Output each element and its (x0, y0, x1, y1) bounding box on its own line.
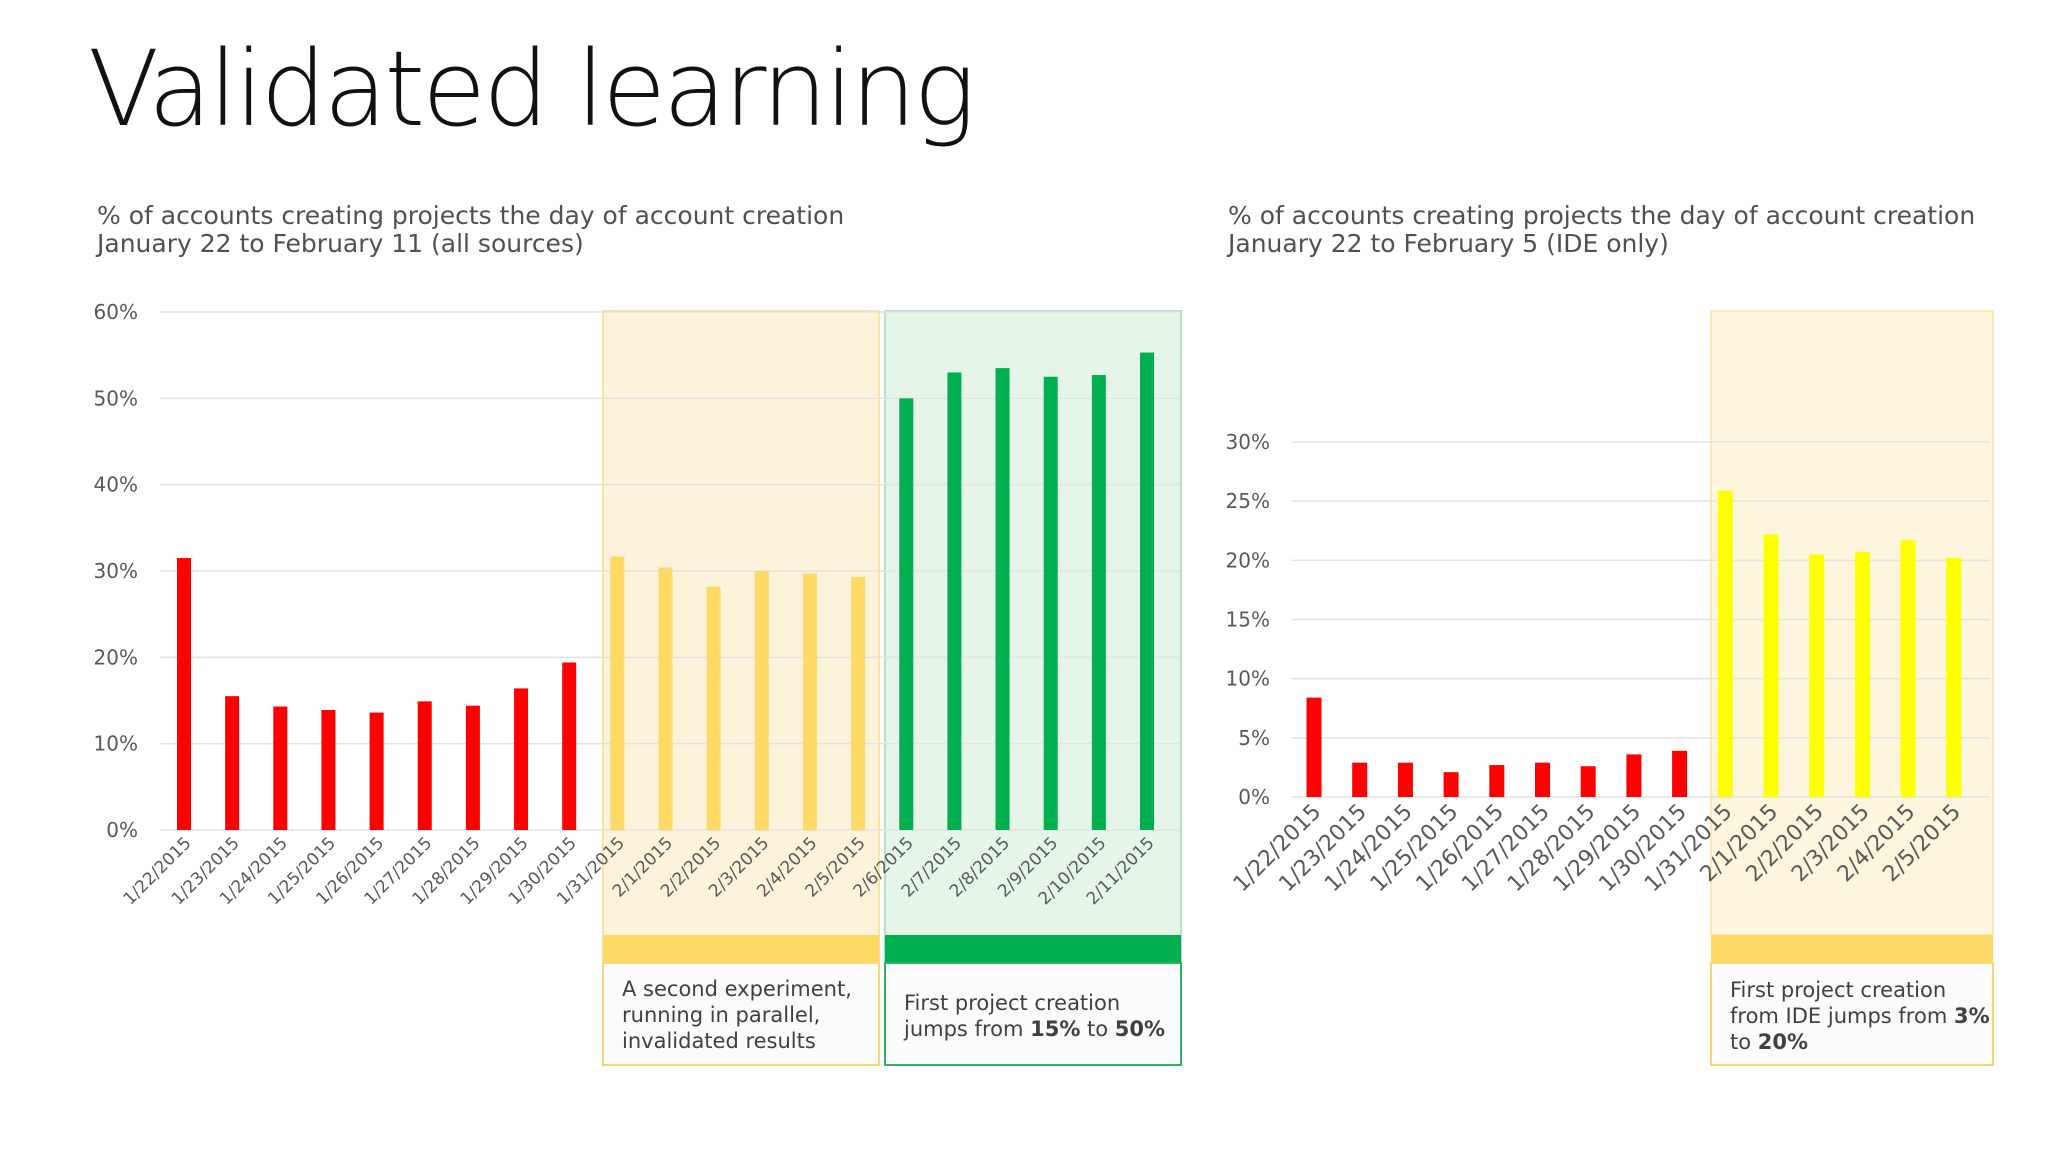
left-orange-panel (602, 310, 880, 972)
right-yellow-note-text: from IDE jumps from (1730, 1004, 1954, 1028)
left-green-band (885, 935, 1181, 963)
left-bar (706, 586, 721, 830)
left-bar (658, 567, 673, 830)
left-bar (947, 372, 962, 830)
left-y-tick-label: 50% (94, 386, 138, 410)
left-bar (321, 709, 336, 830)
right-bar (1306, 697, 1322, 797)
left-y-tick-label: 30% (94, 559, 138, 583)
right-yellow-note-line1: First project creation (1730, 978, 1947, 1002)
left-bar (1140, 352, 1154, 830)
left-orange-note-line3: invalidated results (622, 1029, 816, 1053)
left-y-tick-label: 60% (94, 300, 138, 324)
left-bar (1091, 375, 1106, 830)
right-chart-subtitle-line2: January 22 to February 5 (IDE only) (1228, 229, 1669, 258)
right-yellow-note-from-value: 3% (1953, 1004, 1990, 1028)
left-chart-subtitle-line1: % of accounts creating projects the day … (97, 201, 845, 230)
left-orange-note-box (602, 962, 880, 1066)
right-yellow-note-to-value: 20% (1757, 1030, 1809, 1054)
right-bar (1535, 762, 1550, 797)
right-bar (1809, 554, 1825, 797)
right-y-tick-label: 5% (1238, 726, 1270, 750)
right-bar (1717, 490, 1733, 797)
right-bar (1763, 534, 1779, 797)
left-green-panel (884, 310, 1182, 972)
left-green-note-box (884, 962, 1182, 1066)
right-bar (1489, 765, 1505, 797)
right-bar (1580, 766, 1596, 797)
right-bar (1352, 762, 1368, 797)
right-bar (1900, 540, 1916, 797)
left-bar (899, 398, 914, 830)
right-bar (1946, 557, 1962, 797)
left-green-note-line1: First project creation (904, 991, 1121, 1015)
right-y-tick-label: 0% (1238, 785, 1270, 809)
right-y-tick-label: 10% (1226, 667, 1270, 691)
left-y-tick-label: 10% (94, 732, 138, 756)
right-chart-subtitle-line1: % of accounts creating projects the day … (1228, 201, 1976, 230)
left-bar (1043, 376, 1058, 830)
left-chart-subtitle: % of accounts creating projects the day … (97, 202, 844, 258)
right-chart-subtitle: % of accounts creating projects the day … (1228, 202, 1975, 258)
right-y-tick-label: 20% (1226, 548, 1270, 572)
right-bar (1626, 754, 1642, 797)
left-orange-band (603, 935, 879, 963)
right-y-tick-label: 30% (1226, 430, 1270, 454)
right-bar (1443, 772, 1459, 797)
left-bar (610, 556, 625, 830)
right-bar (1854, 552, 1870, 797)
left-bar (369, 712, 384, 830)
right-y-tick-label: 15% (1226, 608, 1270, 632)
left-chart-subtitle-line2: January 22 to February 11 (all sources) (97, 229, 584, 258)
left-bar (514, 688, 529, 830)
left-orange-note-line1: A second experiment, (622, 977, 852, 1001)
left-bar (225, 696, 240, 830)
left-y-tick-label: 40% (94, 473, 138, 497)
left-green-note-text: jumps from (904, 1017, 1031, 1041)
right-yellow-band (1711, 935, 1993, 963)
left-bar (995, 368, 1010, 830)
left-y-tick-label: 0% (106, 818, 138, 842)
right-yellow-note: First project creation from IDE jumps fr… (1730, 977, 1990, 1055)
left-green-note-line2: jumps from 15% to 50% (904, 1016, 1165, 1042)
right-yellow-note-to-text: to (1730, 1030, 1758, 1054)
left-orange-note-line2: running in parallel, (622, 1003, 821, 1027)
left-bar (754, 571, 769, 830)
left-green-note-to-text: to (1080, 1017, 1115, 1041)
left-bar (802, 573, 817, 830)
left-bar (465, 705, 480, 830)
right-y-tick-label: 25% (1226, 489, 1270, 513)
left-bar (177, 558, 191, 830)
left-green-note-from-value: 15% (1030, 1017, 1081, 1041)
right-yellow-note-box (1710, 962, 1994, 1066)
right-yellow-note-line2: from IDE jumps from 3% (1730, 1003, 1990, 1029)
left-bar (417, 701, 432, 830)
page-title: Validated learning (88, 28, 976, 150)
left-bar (851, 577, 866, 830)
right-yellow-panel (1710, 310, 1994, 936)
left-y-tick-label: 20% (94, 645, 138, 669)
left-green-note-to-value: 50% (1114, 1017, 1166, 1041)
right-bar (1672, 750, 1688, 797)
right-bar (1397, 762, 1413, 797)
left-green-note: First project creation jumps from 15% to… (904, 990, 1165, 1042)
left-orange-note: A second experiment, running in parallel… (622, 976, 852, 1054)
left-bar (273, 706, 288, 830)
left-bar (562, 662, 577, 830)
right-yellow-note-line3: to 20% (1730, 1029, 1990, 1055)
